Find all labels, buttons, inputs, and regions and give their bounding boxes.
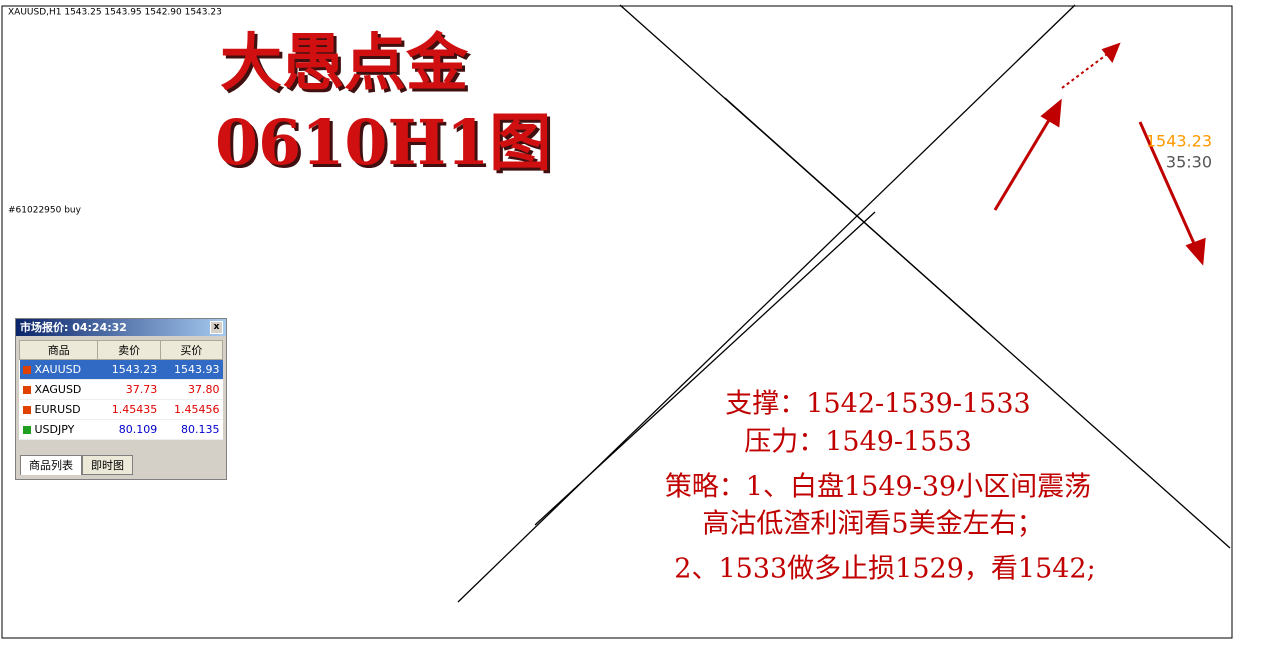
arrow-head [1040,98,1062,128]
quote-text: 1.45435 [111,403,158,416]
quote-text: USDJPY [34,423,75,436]
trend-lines [457,4,1231,603]
window-title: 市场报价: 04:24:32 x [16,319,226,336]
quote-text: 80.109 [118,423,158,436]
tab[interactable]: 商品列表 [20,455,82,475]
quote-row[interactable]: XAGUSD 37.73 37.80 [19,379,223,400]
title-shadow: 0610H1图 [218,109,554,182]
trend-line [724,97,986,331]
column-header: 商品 [18,340,99,360]
current-price: 1543.23 [1146,132,1212,151]
quote-text: 80.135 [181,423,220,436]
quote-text: 37.80 [188,383,220,396]
trend-icon [22,366,31,374]
tabs: 商品列表 即时图 [20,455,133,475]
symbol-info: XAUUSD,H1 1543.25 1543.95 1542.90 1543.2… [8,8,222,18]
title-shadow: 大愚点金 [223,29,472,102]
column-header: 卖价 [97,340,161,360]
quote-text: XAUUSD [34,363,82,376]
quote-cell: 1543.23 [97,359,161,380]
annotation: 策略：1、白盘1549-39小区间震荡 [665,472,1091,503]
annotation: 高沽低渣利润看5美金左右； [702,509,1043,540]
quote-row[interactable]: XAUUSD 1543.23 1543.93 [19,359,223,380]
quote-cell: 37.80 [160,379,223,400]
arrows [993,42,1206,266]
trend-line [534,211,876,526]
window-title-text: 市场报价: 04:24:32 [20,321,127,334]
quote-cell: EURUSD [19,399,98,420]
quote-cell: 1543.93 [160,359,223,380]
tab[interactable]: 即时图 [82,455,133,475]
quote-cell: 1.45456 [160,399,223,420]
trend-icon [22,426,31,434]
column-header: 买价 [159,340,224,360]
quote-text: EURUSD [34,403,81,416]
arrow [993,114,1054,211]
quote-cell: XAUUSD [19,359,98,380]
title-line: 0610H1图 [215,106,551,179]
annotation: 2、1533做多止损1529，看1542; [674,554,1095,585]
market-watch: 市场报价: 04:24:32 x 商品 卖价 买价 XAUUSD 1543.23 1543… [15,318,227,480]
trend-line [457,4,1076,603]
arrow-head [1101,42,1121,63]
countdown: 35:30 [1166,153,1212,172]
title: 大愚点金 大愚点金 0610H1图 0610H1图 [215,26,554,182]
arrow-head [1185,237,1206,266]
arrow [1138,121,1198,249]
quote-text: 1.45456 [174,403,220,416]
order-label: #61022950 buy [8,206,82,216]
quote-text: 1543.93 [174,363,220,376]
quote-cell: 37.73 [97,379,161,400]
close-button[interactable]: x [210,321,223,334]
quote-text: 1543.23 [111,363,158,376]
annotation: 支撑：1542-1539-1533 [725,389,1030,420]
quote-cell: 80.135 [160,419,223,440]
quotes-table: 商品 卖价 买价 XAUUSD 1543.23 1543.93 XAGUSD 37.73 37… [18,340,224,440]
quote-cell: 80.109 [97,419,161,440]
quote-cell: XAGUSD [19,379,98,400]
arrow [1061,51,1111,89]
quote-cell: USDJPY [19,419,98,440]
quote-row[interactable]: EURUSD 1.45435 1.45456 [19,399,223,420]
annotations: 支撑：1542-1539-1533 压力：1549-1553 策略：1、白盘15… [665,389,1096,585]
annotation: 压力：1549-1553 [744,427,972,458]
quote-cell: 1.45435 [97,399,161,420]
trend-icon [22,406,31,414]
quote-row[interactable]: USDJPY 80.109 80.135 [19,419,223,440]
quote-text: XAGUSD [34,383,82,396]
quote-text: 37.73 [125,383,158,396]
title-line: 大愚点金 [220,26,469,99]
trend-icon [22,386,31,394]
